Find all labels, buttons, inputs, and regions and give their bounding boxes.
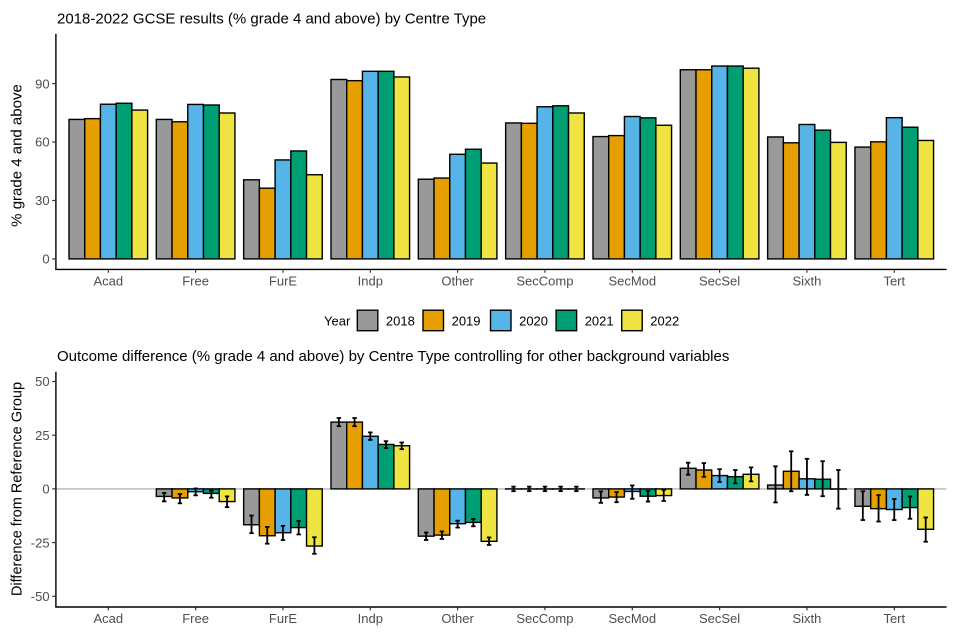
- svg-text:Outcome difference (% grade 4: Outcome difference (% grade 4 and above)…: [57, 348, 729, 365]
- svg-text:SecMod: SecMod: [608, 274, 656, 289]
- svg-text:Acad: Acad: [93, 274, 123, 289]
- svg-text:Indp: Indp: [358, 274, 383, 289]
- svg-text:30: 30: [35, 193, 49, 208]
- svg-text:Indp: Indp: [358, 611, 383, 626]
- svg-text:2020: 2020: [519, 313, 548, 328]
- svg-text:2018: 2018: [386, 313, 415, 328]
- svg-text:90: 90: [35, 76, 49, 91]
- svg-text:SecComp: SecComp: [516, 274, 573, 289]
- svg-text:% grade 4 and above: % grade 4 and above: [9, 84, 26, 227]
- svg-text:SecSel: SecSel: [699, 611, 740, 626]
- svg-text:Free: Free: [182, 274, 209, 289]
- svg-text:-25: -25: [31, 535, 50, 550]
- svg-text:0: 0: [42, 482, 49, 497]
- svg-text:Sixth: Sixth: [792, 274, 821, 289]
- svg-text:Year: Year: [324, 313, 351, 328]
- svg-text:Acad: Acad: [93, 611, 123, 626]
- svg-text:Tert: Tert: [883, 611, 905, 626]
- svg-text:Sixth: Sixth: [792, 611, 821, 626]
- svg-text:Other: Other: [441, 611, 474, 626]
- svg-text:Other: Other: [441, 274, 474, 289]
- svg-text:2019: 2019: [452, 313, 481, 328]
- svg-text:2018-2022 GCSE results (% grad: 2018-2022 GCSE results (% grade 4 and ab…: [57, 11, 486, 28]
- svg-text:2022: 2022: [650, 313, 679, 328]
- svg-text:2021: 2021: [585, 313, 614, 328]
- svg-text:25: 25: [35, 428, 49, 443]
- svg-text:0: 0: [42, 252, 49, 267]
- svg-text:50: 50: [35, 374, 49, 389]
- svg-text:60: 60: [35, 135, 49, 150]
- svg-text:FurE: FurE: [269, 611, 298, 626]
- svg-text:-50: -50: [31, 589, 50, 604]
- svg-text:Difference from Reference Grou: Difference from Reference Group: [10, 382, 26, 596]
- svg-text:Tert: Tert: [883, 274, 905, 289]
- svg-text:Free: Free: [182, 611, 209, 626]
- svg-text:FurE: FurE: [269, 274, 298, 289]
- svg-text:SecComp: SecComp: [516, 611, 573, 626]
- svg-text:SecMod: SecMod: [608, 611, 656, 626]
- svg-text:SecSel: SecSel: [699, 274, 740, 289]
